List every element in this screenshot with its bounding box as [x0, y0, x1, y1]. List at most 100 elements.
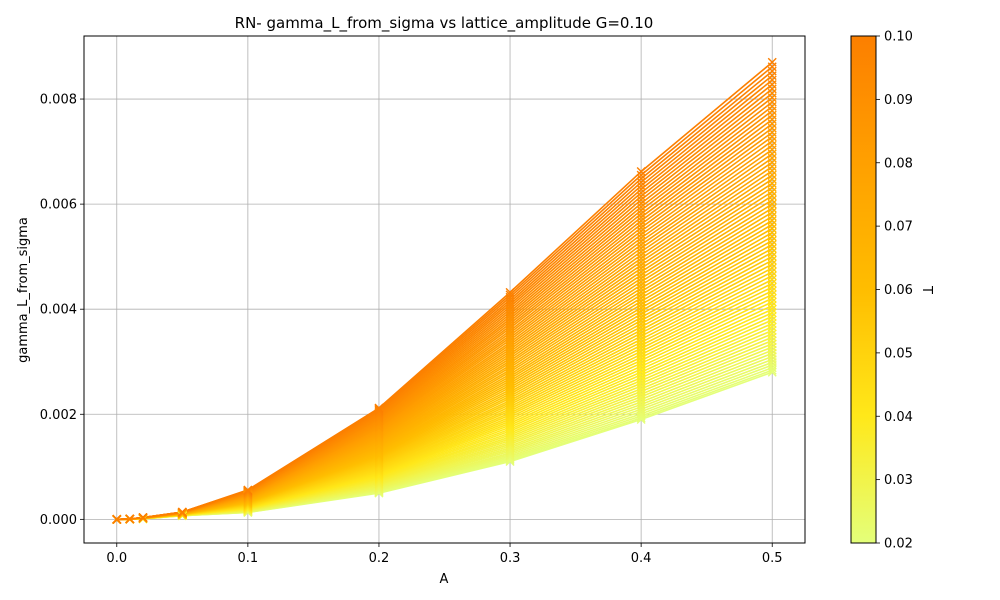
data-point-marker	[374, 407, 384, 417]
data-point-marker	[636, 290, 646, 300]
colorbar	[850, 35, 877, 544]
data-point-marker	[636, 270, 646, 280]
data-point-marker	[636, 287, 646, 297]
data-point-marker	[636, 280, 646, 290]
data-point-marker	[636, 253, 646, 263]
x-tick-label: 0.0	[106, 551, 127, 566]
y-tick-label: 0.000	[40, 513, 77, 528]
data-point-marker	[243, 485, 253, 495]
data-point-marker	[767, 247, 777, 257]
data-point-marker	[767, 140, 777, 150]
data-point-marker	[767, 166, 777, 176]
data-point-marker	[636, 240, 646, 250]
data-point-marker	[767, 336, 777, 346]
colorbar-tick-label: 0.04	[884, 410, 913, 425]
data-point-marker	[767, 282, 777, 292]
colorbar-tick-label: 0.02	[884, 537, 913, 552]
y-axis: 0.000 0.002 0.004 0.006 0.008	[40, 93, 84, 528]
data-point-marker	[505, 395, 515, 405]
data-point-marker	[767, 174, 777, 184]
data-point-marker	[112, 514, 122, 524]
data-point-marker	[767, 170, 777, 180]
data-point-marker	[767, 297, 777, 307]
data-point-marker	[636, 260, 646, 270]
data-point-marker	[636, 223, 646, 233]
data-point-marker	[636, 267, 646, 277]
data-point-marker	[767, 224, 777, 234]
data-point-marker	[636, 236, 646, 246]
data-point-marker	[636, 303, 646, 313]
data-point-marker	[767, 153, 777, 163]
x-axis: 0.0 0.1 0.2 0.3 0.4 0.5	[106, 543, 783, 566]
data-point-marker	[636, 195, 646, 205]
data-point-marker	[767, 211, 777, 221]
data-point-marker	[636, 243, 646, 253]
data-point-marker	[767, 191, 777, 201]
data-point-marker	[767, 339, 777, 349]
colorbar-tick-label: 0.06	[884, 283, 913, 298]
y-tick-label: 0.004	[40, 303, 77, 318]
colorbar-tick-label: 0.05	[884, 346, 913, 361]
data-point-marker	[505, 389, 515, 399]
data-point-marker	[767, 136, 777, 146]
data-point-marker	[767, 319, 777, 329]
y-tick-label: 0.002	[40, 408, 77, 423]
y-axis-label: gamma_L_from_sigma	[16, 217, 31, 363]
data-point-marker	[374, 404, 384, 414]
data-point-marker	[505, 398, 515, 408]
data-point-marker	[767, 329, 777, 339]
data-point-marker	[505, 402, 515, 412]
data-point-marker	[177, 507, 187, 517]
data-point-marker	[636, 306, 646, 316]
data-point-marker	[767, 149, 777, 159]
data-point-marker	[636, 263, 646, 273]
data-point-marker	[767, 251, 777, 261]
data-point-marker	[767, 263, 777, 273]
data-point-marker	[636, 198, 646, 208]
marker-layer	[112, 57, 777, 524]
colorbar-tick-label: 0.08	[884, 156, 913, 171]
data-point-marker	[767, 325, 777, 335]
data-point-marker	[636, 230, 646, 240]
data-point-marker	[636, 296, 646, 306]
data-point-marker	[767, 244, 777, 253]
data-point-marker	[767, 315, 777, 325]
data-point-marker	[636, 219, 646, 229]
data-point-marker	[636, 212, 646, 222]
data-point-marker	[636, 188, 646, 198]
data-point-marker	[767, 286, 777, 296]
chart-title: RN- gamma_L_from_sigma vs lattice_amplit…	[235, 14, 654, 33]
data-point-marker	[505, 393, 515, 403]
data-point-marker	[767, 293, 777, 303]
data-point-marker	[767, 236, 777, 246]
data-point-marker	[505, 391, 515, 401]
data-point-marker	[505, 287, 515, 297]
data-point-marker	[767, 162, 777, 172]
colorbar-tick-label: 0.07	[884, 220, 913, 235]
data-point-marker	[767, 267, 777, 277]
data-point-marker	[767, 345, 777, 355]
data-point-marker	[767, 232, 777, 242]
data-point-marker	[636, 283, 646, 293]
data-point-marker	[636, 250, 646, 260]
data-point-marker	[767, 228, 777, 238]
data-point-marker	[767, 132, 777, 142]
colorbar-ticks: 0.02 0.03 0.04 0.05 0.06 0.07 0.08 0.09 0.10	[876, 30, 913, 552]
data-point-marker	[767, 255, 777, 265]
data-point-marker	[767, 220, 777, 229]
data-point-marker	[767, 195, 777, 205]
data-point-marker	[767, 240, 777, 250]
data-point-marker	[125, 514, 135, 524]
data-point-marker	[767, 290, 777, 300]
data-point-marker	[636, 316, 646, 326]
data-point-marker	[767, 119, 777, 129]
data-point-marker	[636, 233, 646, 243]
data-point-marker	[767, 183, 777, 193]
data-point-marker	[767, 57, 777, 67]
data-point-marker	[636, 257, 646, 267]
data-point-marker	[767, 123, 777, 133]
data-point-marker	[636, 277, 646, 287]
data-point-marker	[138, 513, 148, 523]
data-point-marker	[636, 191, 646, 201]
data-point-marker	[636, 216, 646, 226]
